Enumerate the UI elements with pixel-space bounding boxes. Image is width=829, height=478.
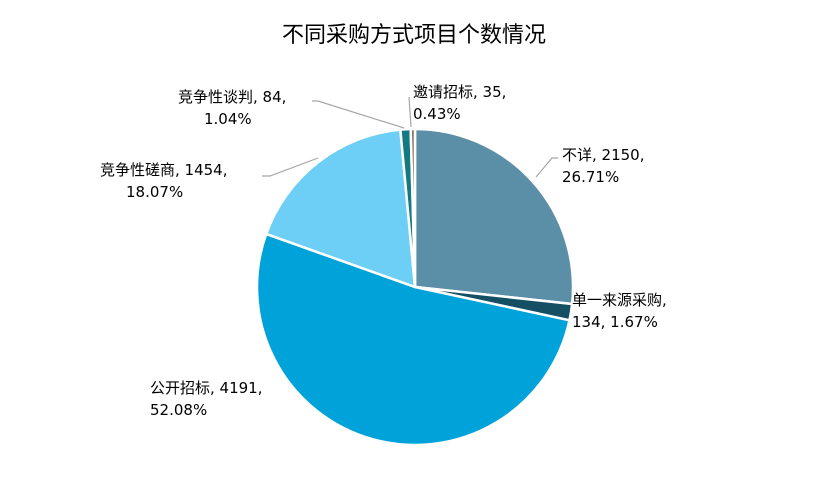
data-label-line1: 单一来源采购,	[572, 291, 667, 309]
leader-line-5	[312, 100, 405, 129]
slices-layer	[255, 127, 575, 447]
leader-line-4	[262, 157, 319, 177]
pie-slice-1	[413, 127, 575, 306]
leader-line-1	[535, 157, 558, 178]
data-label-line1: 竞争性磋商, 1454,	[100, 161, 227, 179]
chart-title: 不同采购方式项目个数情况	[282, 23, 546, 48]
data-label-line2: 134, 1.67%	[572, 313, 658, 331]
data-label-line1: 邀请招标, 35,	[413, 83, 506, 101]
data-label-3: 公开招标, 4191, 52.08%	[150, 379, 262, 419]
pie-slice-6	[409, 127, 417, 289]
pie-slice-3	[255, 232, 571, 447]
data-label-1: 不详, 2150, 26.71%	[562, 146, 644, 186]
data-labels: 不详, 2150, 26.71% 单一来源采购, 134, 1.67% 公开招标, 41…	[100, 83, 667, 419]
data-label-line2: 18.07%	[126, 183, 183, 201]
data-label-line2: 52.08%	[150, 401, 207, 419]
leader-line-6	[408, 96, 412, 128]
pie-slice-4	[264, 128, 417, 289]
leader-lines	[262, 96, 558, 178]
data-label-line2: 26.71%	[562, 168, 619, 186]
data-label-5: 竞争性谈判, 84, 1.04%	[178, 88, 286, 128]
data-label-2: 单一来源采购, 134, 1.67%	[572, 291, 667, 331]
data-label-4: 竞争性磋商, 1454, 18.07%	[100, 161, 227, 201]
data-label-line1: 不详, 2150,	[562, 146, 644, 164]
data-label-6: 邀请招标, 35, 0.43%	[413, 83, 506, 123]
data-label-line2: 0.43%	[413, 105, 461, 123]
data-label-line1: 竞争性谈判, 84,	[178, 88, 286, 106]
data-label-line1: 公开招标, 4191,	[150, 379, 262, 397]
data-label-line2: 1.04%	[204, 110, 252, 128]
